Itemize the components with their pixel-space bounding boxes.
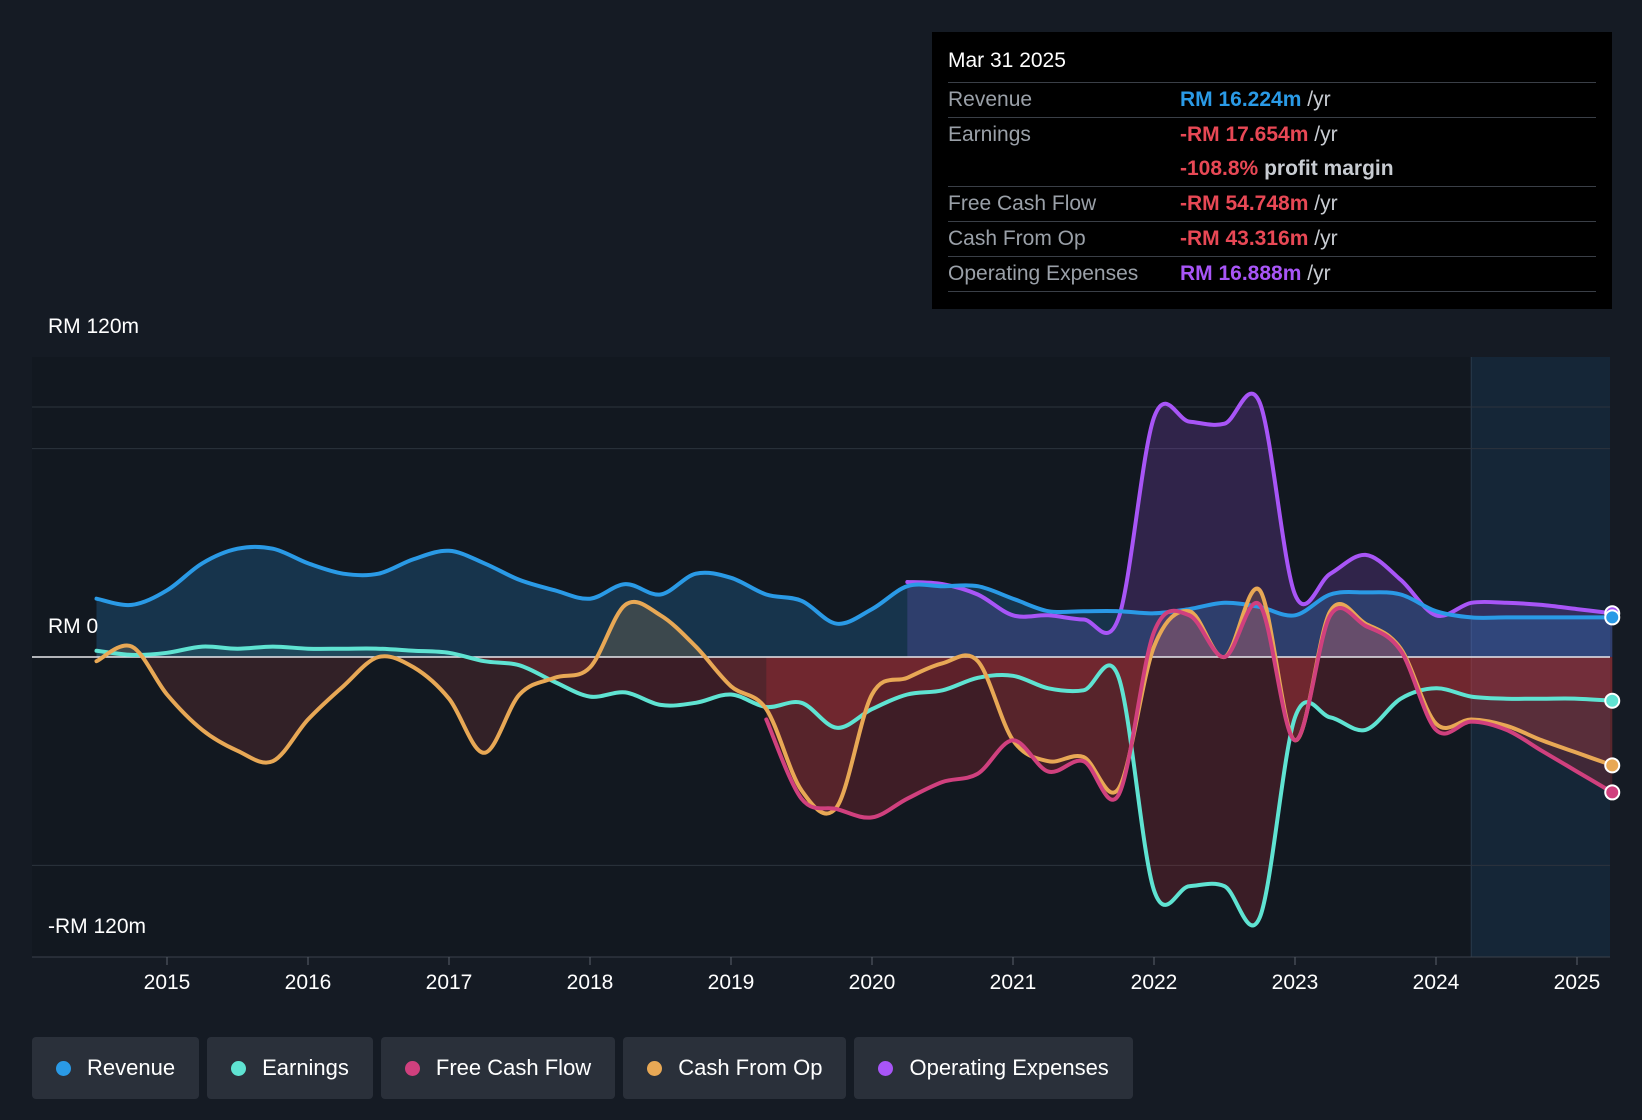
tooltip-row-earnings: Earnings -RM 17.654m /yr xyxy=(948,118,1596,152)
operating-expenses-fill-positive xyxy=(907,393,1613,657)
cash-from-op-fill-negative xyxy=(96,657,1613,814)
legend-label: Earnings xyxy=(262,1055,349,1080)
legend-dot-icon xyxy=(404,1060,420,1076)
legend-label: Free Cash Flow xyxy=(435,1055,592,1080)
tooltip-label: Cash From Op xyxy=(948,227,1086,250)
x-tick-label: 2025 xyxy=(1554,971,1601,994)
tooltip-value-wrap: RM 16.888m /yr xyxy=(1180,257,1331,291)
y-axis-label: -RM 120m xyxy=(48,915,146,938)
legend-dot-icon xyxy=(878,1060,894,1076)
free-cash-flow-line xyxy=(764,600,1615,820)
legend-item-free-cash-flow[interactable]: Free Cash Flow xyxy=(380,1037,616,1099)
revenue-fill-positive xyxy=(96,546,1613,657)
legend: Revenue Earnings Free Cash Flow Cash Fro… xyxy=(32,1037,1133,1099)
x-tick-label: 2021 xyxy=(990,971,1037,994)
tooltip-value: -RM 17.654m xyxy=(1180,123,1309,146)
tooltip-value: -108.8% xyxy=(1180,157,1259,180)
tooltip-value-wrap: -RM 43.316m /yr xyxy=(1180,222,1338,256)
x-tick-label: 2016 xyxy=(285,971,332,994)
x-tick-label: 2022 xyxy=(1131,971,1178,994)
free-cash-flow-fill-negative xyxy=(766,657,1613,818)
legend-dot-icon xyxy=(56,1060,71,1076)
tooltip-value: RM 16.888m xyxy=(1180,262,1302,285)
series-endpoints xyxy=(1604,605,1621,801)
x-tick-label: 2019 xyxy=(708,971,755,994)
legend-item-earnings[interactable]: Earnings xyxy=(207,1037,373,1099)
tooltip-value: -RM 54.748m xyxy=(1180,192,1309,215)
tooltip-value: RM 16.224m xyxy=(1180,88,1302,111)
tooltip-row-cash-from-op: Cash From Op -RM 43.316m /yr xyxy=(948,222,1596,257)
legend-label: Revenue xyxy=(87,1055,176,1080)
tooltip-unit: /yr xyxy=(1307,262,1331,285)
cash-from-op-line xyxy=(94,586,1615,816)
tooltip-value-wrap: -108.8% profit margin xyxy=(1180,152,1394,186)
earnings-endpoint xyxy=(1604,692,1621,709)
tooltip-label: Free Cash Flow xyxy=(948,192,1097,215)
legend-dot-icon xyxy=(647,1060,663,1076)
tooltip-label: Revenue xyxy=(948,88,1033,111)
tooltip-value-wrap: -RM 54.748m /yr xyxy=(1180,187,1338,221)
earnings-line xyxy=(94,644,1615,928)
x-tick-label: 2015 xyxy=(144,971,191,994)
x-tick-label: 2017 xyxy=(426,971,473,994)
legend-item-revenue[interactable]: Revenue xyxy=(32,1037,200,1099)
cash-from-op-endpoint xyxy=(1604,757,1621,774)
tooltip-label: Earnings xyxy=(948,123,1031,146)
x-tick-label: 2024 xyxy=(1413,971,1460,994)
tooltip-row-revenue: Revenue RM 16.224m /yr xyxy=(948,83,1596,118)
free-cash-flow-fill-positive xyxy=(766,602,1613,657)
tooltip-unit: /yr xyxy=(1314,123,1338,146)
tooltip-value-wrap: -RM 17.654m /yr xyxy=(1180,118,1338,152)
legend-item-operating-expenses[interactable]: Operating Expenses xyxy=(854,1037,1133,1099)
legend-label: Cash From Op xyxy=(678,1055,823,1080)
tooltip-date: Mar 31 2025 xyxy=(948,46,1596,83)
y-axis-label: RM 0 xyxy=(48,615,98,638)
chart-axes: RM 120m RM 0 -RM 120m 2015 2016 2017 2018 2019 2… xyxy=(48,315,1600,994)
tooltip-label: Operating Expenses xyxy=(948,262,1139,285)
tooltip-panel: Mar 31 2025 Revenue RM 16.224m /yr Earni… xyxy=(932,32,1612,309)
legend-dot-icon xyxy=(231,1060,247,1076)
legend-label: Operating Expenses xyxy=(909,1055,1109,1080)
revenue-endpoint xyxy=(1604,609,1621,626)
x-tick-label: 2018 xyxy=(567,971,614,994)
tooltip-row-profit-margin: -108.8% profit margin xyxy=(948,152,1596,187)
x-tick-label: 2023 xyxy=(1272,971,1319,994)
series-lines xyxy=(94,391,1615,928)
operating-expenses-line xyxy=(905,391,1615,635)
tooltip-row-operating-expenses: Operating Expenses RM 16.888m /yr xyxy=(948,257,1596,292)
free-cash-flow-endpoint xyxy=(1604,784,1621,801)
tooltip-unit: /yr xyxy=(1314,227,1338,250)
revenue-line xyxy=(94,544,1615,626)
x-tick-label: 2020 xyxy=(849,971,896,994)
tooltip-row-free-cash-flow: Free Cash Flow -RM 54.748m /yr xyxy=(948,187,1596,222)
earnings-fill-negative xyxy=(96,657,1613,926)
tooltip-unit: profit margin xyxy=(1264,157,1394,180)
tooltip-unit: /yr xyxy=(1314,192,1338,215)
legend-item-cash-from-op[interactable]: Cash From Op xyxy=(623,1037,847,1099)
y-axis-label: RM 120m xyxy=(48,315,139,338)
tooltip-value-wrap: RM 16.224m /yr xyxy=(1180,83,1331,117)
tooltip-unit: /yr xyxy=(1307,88,1331,111)
tooltip-value: -RM 43.316m xyxy=(1180,227,1309,250)
tooltip-label xyxy=(948,152,1180,186)
